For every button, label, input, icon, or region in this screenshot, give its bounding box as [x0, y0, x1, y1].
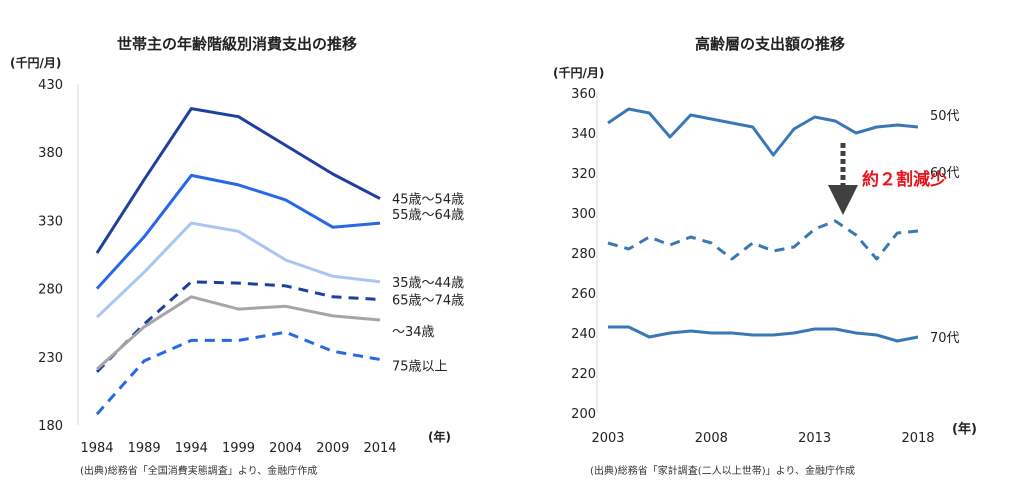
- left-x-unit-label: (年): [428, 429, 451, 444]
- series-line-6: [95, 330, 381, 416]
- x-tick-label: 1994: [175, 441, 208, 456]
- y-tick-label: 240: [571, 327, 596, 342]
- series-line-2: [95, 173, 381, 290]
- x-tick-label: 2003: [591, 431, 624, 446]
- series-label: 75歳以上: [392, 360, 448, 375]
- series-label: ～34歳: [392, 325, 435, 340]
- x-tick-label: 2014: [363, 441, 396, 456]
- series-label: 70代: [930, 331, 960, 346]
- series-label: 35歳～44歳: [392, 276, 464, 291]
- series-line-2: [607, 219, 919, 261]
- x-tick-label: 2004: [269, 441, 302, 456]
- y-tick-label: 360: [571, 87, 596, 102]
- left-y-unit-label: (千円/月): [10, 55, 61, 70]
- decrease-annotation: 約２割減少: [862, 169, 947, 190]
- y-tick-label: 430: [38, 78, 63, 93]
- x-tick-label: 2008: [695, 431, 728, 446]
- y-tick-label: 280: [571, 247, 596, 262]
- left-chart-title: 世帯主の年齢階級別消費支出の推移: [117, 35, 357, 53]
- right-source-note: (出典)総務省「家計調査(二人以上世帯)」より、金融庁作成: [590, 464, 855, 477]
- series-line-1: [607, 107, 919, 157]
- series-label: 45歳～54歳: [392, 193, 464, 208]
- series-line-1: [95, 107, 381, 254]
- series-line-4: [95, 280, 381, 373]
- x-tick-label: 2013: [798, 431, 831, 446]
- series-line-5: [95, 295, 381, 371]
- series-label: 60代: [930, 166, 960, 181]
- left-plot-area: 180 230 280 330 380 430 1984 1989 1994 1999 2004 20…: [38, 78, 464, 456]
- series-label: 50代: [930, 109, 960, 124]
- y-tick-label: 230: [38, 351, 63, 366]
- x-tick-label: 2009: [316, 441, 349, 456]
- x-tick-label: 1999: [222, 441, 255, 456]
- y-tick-label: 280: [38, 283, 63, 298]
- y-tick-label: 180: [38, 419, 63, 434]
- series-line-3: [608, 325, 919, 343]
- y-tick-label: 260: [571, 287, 596, 302]
- y-tick-label: 200: [571, 407, 596, 422]
- x-tick-label: 1989: [128, 441, 161, 456]
- right-y-unit-label: (千円/月): [553, 65, 604, 80]
- y-tick-label: 220: [571, 367, 596, 382]
- right-chart-title: 高齢層の支出額の推移: [695, 35, 845, 53]
- y-tick-label: 330: [38, 214, 63, 229]
- series-line-3: [95, 221, 381, 319]
- right-plot-area: 200 220 240 260 280 300 320 340 360 2003 2008 2013 2…: [571, 87, 959, 446]
- right-x-unit-label: (年): [952, 421, 977, 437]
- series-label: 65歳～74歳: [392, 294, 464, 309]
- left-source-note: (出典)総務省「全国消費実態調査」より、金融庁作成: [80, 464, 317, 477]
- y-tick-label: 300: [571, 207, 596, 222]
- x-tick-label: 2018: [901, 431, 934, 446]
- x-tick-label: 1984: [80, 441, 113, 456]
- y-tick-label: 320: [571, 167, 596, 182]
- y-tick-label: 380: [38, 146, 63, 161]
- series-label: 55歳～64歳: [392, 208, 464, 223]
- y-tick-label: 340: [571, 127, 596, 142]
